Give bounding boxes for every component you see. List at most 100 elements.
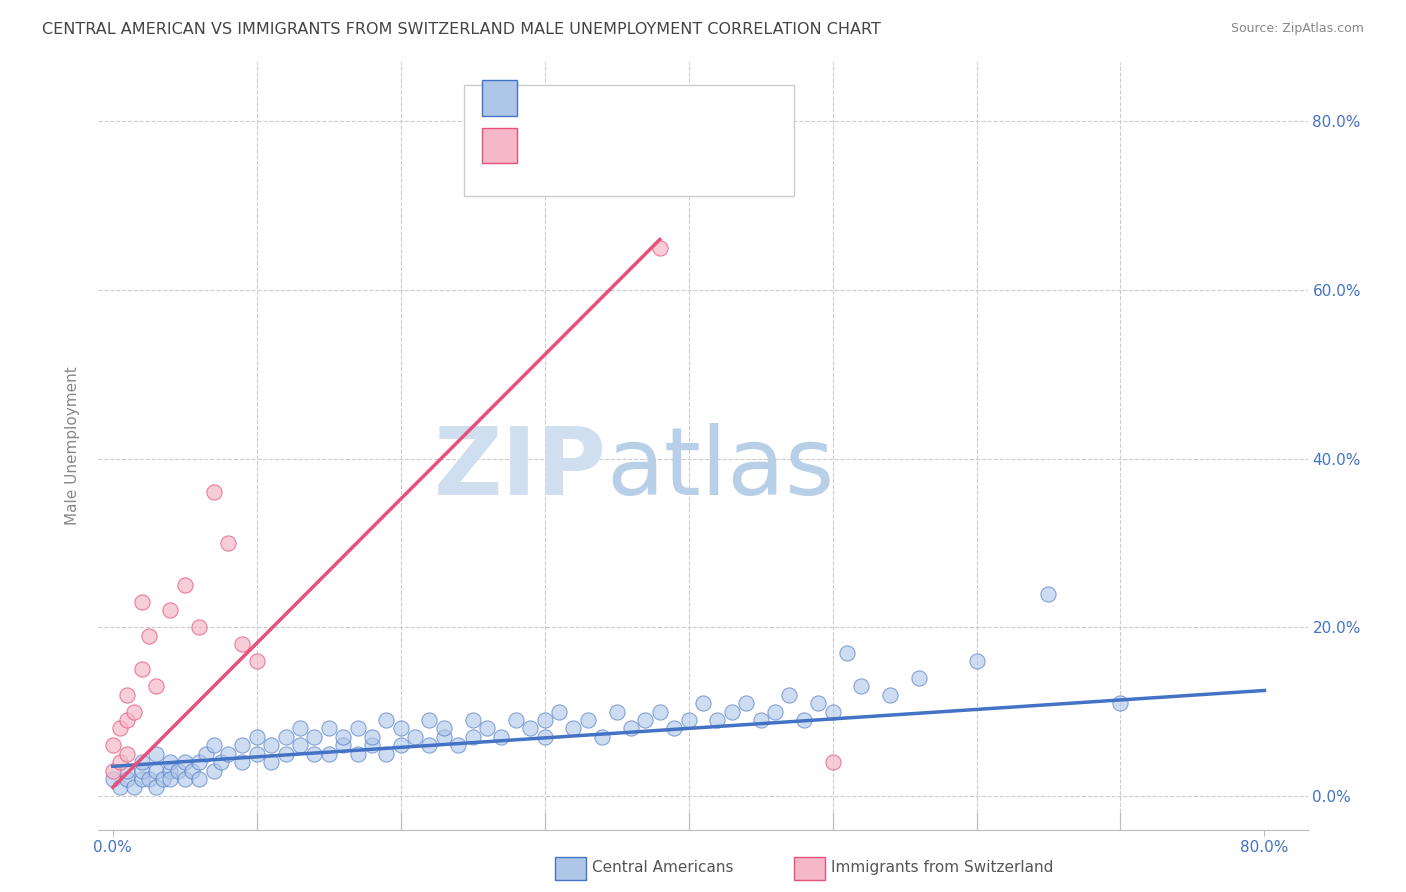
Point	[115, 747, 138, 761]
Point	[793, 713, 815, 727]
Point	[634, 713, 657, 727]
Point	[274, 730, 297, 744]
Point	[346, 747, 368, 761]
Point	[332, 738, 354, 752]
Point	[735, 696, 758, 710]
Point	[361, 738, 384, 752]
Point	[533, 730, 555, 744]
Point	[101, 738, 124, 752]
Point	[115, 772, 138, 786]
Point	[505, 713, 527, 727]
Text: CENTRAL AMERICAN VS IMMIGRANTS FROM SWITZERLAND MALE UNEMPLOYMENT CORRELATION CH: CENTRAL AMERICAN VS IMMIGRANTS FROM SWIT…	[42, 22, 882, 37]
Point	[131, 662, 153, 676]
Point	[124, 780, 146, 795]
Point	[145, 764, 167, 778]
Point	[908, 671, 931, 685]
Point	[108, 722, 131, 736]
Point	[879, 688, 901, 702]
Text: Immigrants from Switzerland: Immigrants from Switzerland	[831, 861, 1053, 875]
Point	[231, 637, 253, 651]
Point	[304, 747, 326, 761]
Point	[166, 764, 188, 778]
Point	[131, 755, 153, 769]
Point	[706, 713, 728, 727]
Point	[138, 772, 160, 786]
Point	[209, 755, 232, 769]
Point	[692, 696, 714, 710]
Point	[648, 241, 671, 255]
Point	[548, 705, 571, 719]
Point	[173, 755, 195, 769]
Point	[1109, 696, 1132, 710]
Point	[159, 603, 181, 617]
Point	[763, 705, 786, 719]
Point	[101, 764, 124, 778]
Point	[246, 654, 269, 668]
Point	[361, 730, 384, 744]
Point	[188, 620, 211, 634]
Point	[966, 654, 988, 668]
Point	[173, 578, 195, 592]
Point	[821, 755, 844, 769]
Point	[461, 713, 484, 727]
Point	[288, 738, 311, 752]
Point	[807, 696, 830, 710]
Point	[591, 730, 613, 744]
Point	[389, 722, 412, 736]
Point	[101, 772, 124, 786]
Point	[181, 764, 204, 778]
Point	[418, 713, 440, 727]
Point	[447, 738, 470, 752]
Point	[821, 705, 844, 719]
Point	[260, 755, 283, 769]
Point	[835, 646, 858, 660]
Point	[202, 738, 225, 752]
Point	[576, 713, 599, 727]
Point	[346, 722, 368, 736]
Point	[404, 730, 426, 744]
Point	[124, 705, 146, 719]
Point	[131, 772, 153, 786]
Point	[115, 764, 138, 778]
Point	[778, 688, 800, 702]
Text: R = 0.890   N = 21: R = 0.890 N = 21	[526, 138, 682, 153]
Point	[606, 705, 628, 719]
Point	[115, 713, 138, 727]
Point	[217, 747, 239, 761]
Y-axis label: Male Unemployment: Male Unemployment	[65, 367, 80, 525]
Point	[173, 772, 195, 786]
Point	[145, 679, 167, 693]
Point	[418, 738, 440, 752]
Point	[202, 485, 225, 500]
Point	[131, 764, 153, 778]
Point	[475, 722, 498, 736]
Text: Source: ZipAtlas.com: Source: ZipAtlas.com	[1230, 22, 1364, 36]
Point	[231, 738, 253, 752]
Point	[648, 705, 671, 719]
Point	[318, 747, 340, 761]
Point	[138, 629, 160, 643]
Point	[188, 755, 211, 769]
Point	[115, 688, 138, 702]
Point	[433, 722, 456, 736]
Point	[131, 595, 153, 609]
Point	[389, 738, 412, 752]
Point	[108, 755, 131, 769]
Point	[664, 722, 686, 736]
Point	[375, 713, 398, 727]
Point	[217, 536, 239, 550]
Point	[491, 730, 513, 744]
Point	[1038, 586, 1060, 600]
Point	[749, 713, 772, 727]
Point	[562, 722, 585, 736]
Point	[533, 713, 555, 727]
Point	[332, 730, 354, 744]
Point	[851, 679, 873, 693]
Point	[519, 722, 541, 736]
Point	[145, 780, 167, 795]
Point	[159, 755, 181, 769]
Point	[288, 722, 311, 736]
Point	[246, 730, 269, 744]
Text: atlas: atlas	[606, 423, 835, 515]
Point	[231, 755, 253, 769]
